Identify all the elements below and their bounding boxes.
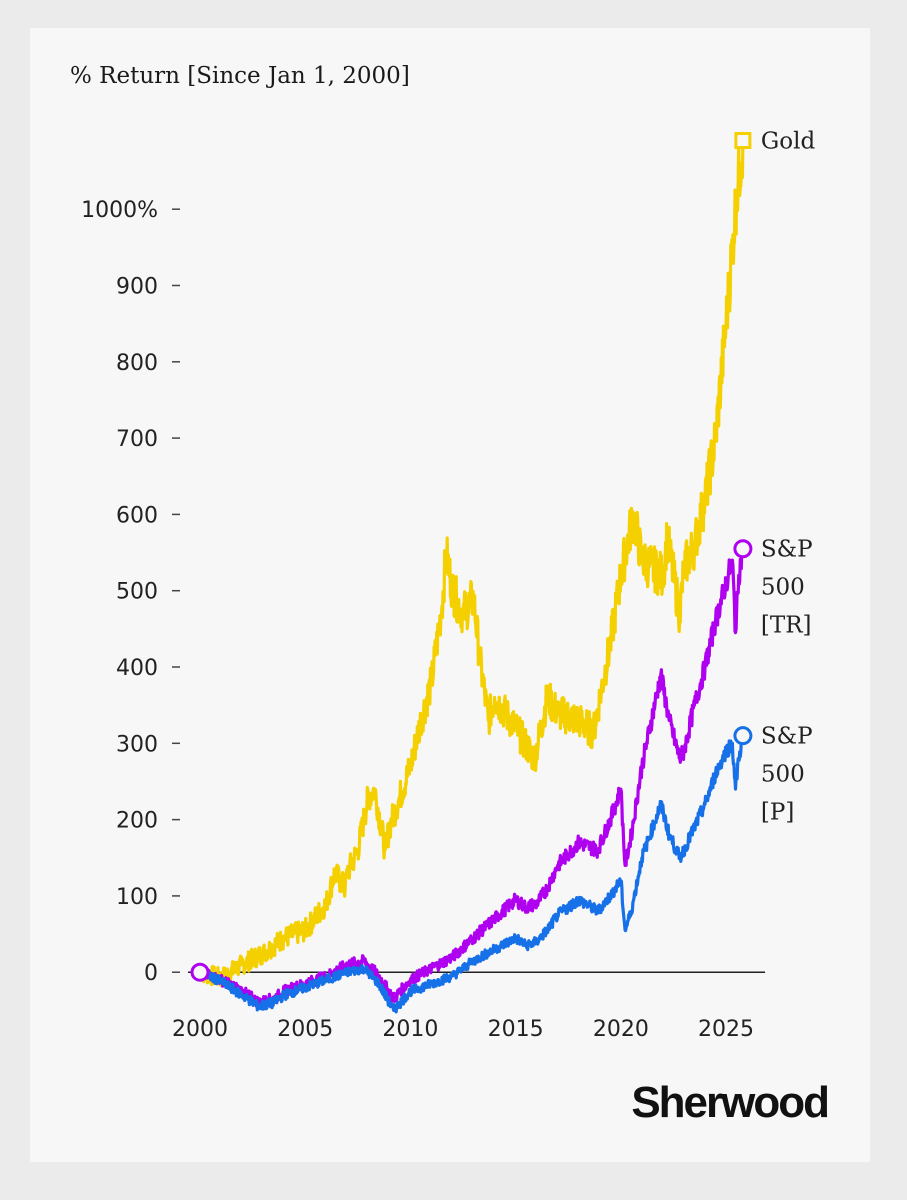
series-end-marker-s-p-500-p	[733, 726, 753, 746]
x-axis: 2000 2005 2010 2015 2020 2025	[172, 1017, 754, 1042]
chart-title: % Return [Since Jan 1, 2000]	[70, 63, 410, 89]
sherwood-logo: Sherwood	[631, 1078, 830, 1127]
series-line-s-p-500-tr	[198, 541, 745, 1010]
y-tick-label: 500	[116, 580, 158, 605]
y-tick-label: 0	[144, 961, 158, 986]
series-label-s-p-500-tr: 500	[761, 575, 805, 601]
y-tick-label: 1000%	[81, 198, 158, 223]
series-label-s-p-500-p: 500	[761, 762, 805, 788]
x-tick-label: 2015	[488, 1017, 544, 1042]
series-end-marker-s-p-500-tr	[733, 539, 753, 559]
series-end-marker-gold	[734, 132, 752, 150]
y-axis: 0 100 200 300 400 500 600 700 800 900 1000%	[81, 198, 180, 986]
y-tick-label: 200	[116, 809, 158, 834]
x-tick-label: 2025	[698, 1017, 754, 1042]
y-tick-label: 600	[116, 503, 158, 528]
series-line-s-p-500-p	[198, 734, 745, 1014]
series-label-s-p-500-p: S&P	[761, 724, 813, 750]
y-tick-label: 300	[116, 732, 158, 757]
series-label-s-p-500-tr: [TR]	[761, 613, 812, 639]
series-label-s-p-500-p: [P]	[761, 800, 794, 826]
series-lines	[190, 132, 753, 1014]
x-tick-label: 2010	[382, 1017, 438, 1042]
y-tick-label: 400	[116, 656, 158, 681]
line-chart: % Return [Since Jan 1, 2000] 0 100 200 300 4…	[70, 63, 816, 1042]
y-tick-label: 800	[116, 351, 158, 376]
series-start-marker	[190, 962, 210, 982]
x-tick-label: 2000	[172, 1017, 228, 1042]
series-label-s-p-500-tr: S&P	[761, 537, 813, 563]
x-tick-label: 2020	[593, 1017, 649, 1042]
y-tick-label: 900	[116, 274, 158, 299]
series-labels: Gold S&P 500 [TR] S&P 500 [P]	[761, 129, 816, 826]
x-tick-label: 2005	[277, 1017, 333, 1042]
chart-card: % Return [Since Jan 1, 2000] 0 100 200 300 4…	[30, 28, 870, 1162]
series-line-gold	[198, 140, 745, 987]
y-tick-label: 700	[116, 427, 158, 452]
y-tick-label: 100	[116, 885, 158, 910]
series-label-gold: Gold	[761, 129, 816, 155]
